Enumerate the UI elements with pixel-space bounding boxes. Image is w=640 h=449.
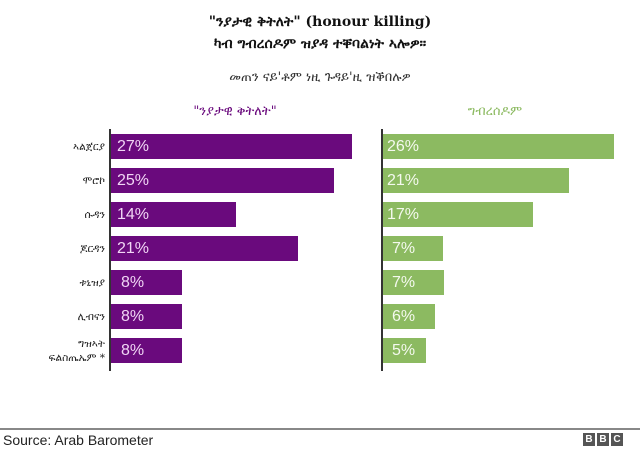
bar-series1: 14% [111,202,236,227]
bar-series2: 7% [383,236,443,261]
bar-value: 8% [121,342,145,359]
bar-value: 27% [117,138,150,155]
chart-title-line2: ካብ ግብረሰዶም ዝያዳ ተቐባልነት ኣሎዎ። [213,36,427,52]
category-label: ጆርዳን [79,243,105,255]
bar-value: 25% [117,172,150,189]
bar-series1: 25% [111,168,334,193]
bar-value: 6% [392,308,416,325]
bar-series1: 8% [111,338,182,363]
category-label: ሱዳን [84,209,106,221]
bar-value: 8% [121,308,145,325]
bbc-logo: B B C [583,433,623,446]
bbc-logo-letter: C [611,433,623,446]
category-label: ቱኒዝያ [79,277,105,289]
bar-value: 21% [117,240,150,257]
bar-series2: 5% [383,338,426,363]
bar-series2: 21% [383,168,569,193]
chart-title-line1: "ንያታዊ ቅትለት" (honour killing) [208,14,432,30]
bar-value: 7% [392,274,416,291]
bar-value: 8% [121,274,145,291]
bar-series1: 21% [111,236,298,261]
bar-value: 14% [117,206,150,223]
category-label: ሞሮኮ [82,175,105,187]
bar-series1: 8% [111,270,182,295]
bar-series2: 17% [383,202,533,227]
category-label: ኣልጀርያ [72,141,105,153]
series2-axis [381,129,383,371]
bar-series2: 6% [383,304,435,329]
bar-value: 17% [387,206,420,223]
bbc-logo-letter: B [597,433,609,446]
category-label-line2: ፍልስጤኤም * [48,352,105,364]
bbc-logo-letter: B [583,433,595,446]
bar-value: 7% [392,240,416,257]
bar-value: 5% [392,342,416,359]
bar-series2: 7% [383,270,444,295]
category-label: ግዝኣት [78,338,105,350]
bar-series1: 8% [111,304,182,329]
chart-subtitle: መጠን ናይ'ቶም ነዚ ጉዳይ'ዚ ዝቕበሉዎ [229,70,411,85]
category-label: ሊብናን [77,311,105,323]
series1-axis [109,129,111,371]
footer-divider [0,428,640,430]
bar-series2: 26% [383,134,614,159]
bar-value: 21% [387,172,420,189]
bar-series1: 27% [111,134,352,159]
series1-title: "ንያታዊ ቅትለት" [193,104,277,119]
series2-title: ግብረሰዶም [467,104,523,119]
source-text: Source: Arab Barometer [3,432,154,448]
bar-value: 26% [387,138,420,155]
